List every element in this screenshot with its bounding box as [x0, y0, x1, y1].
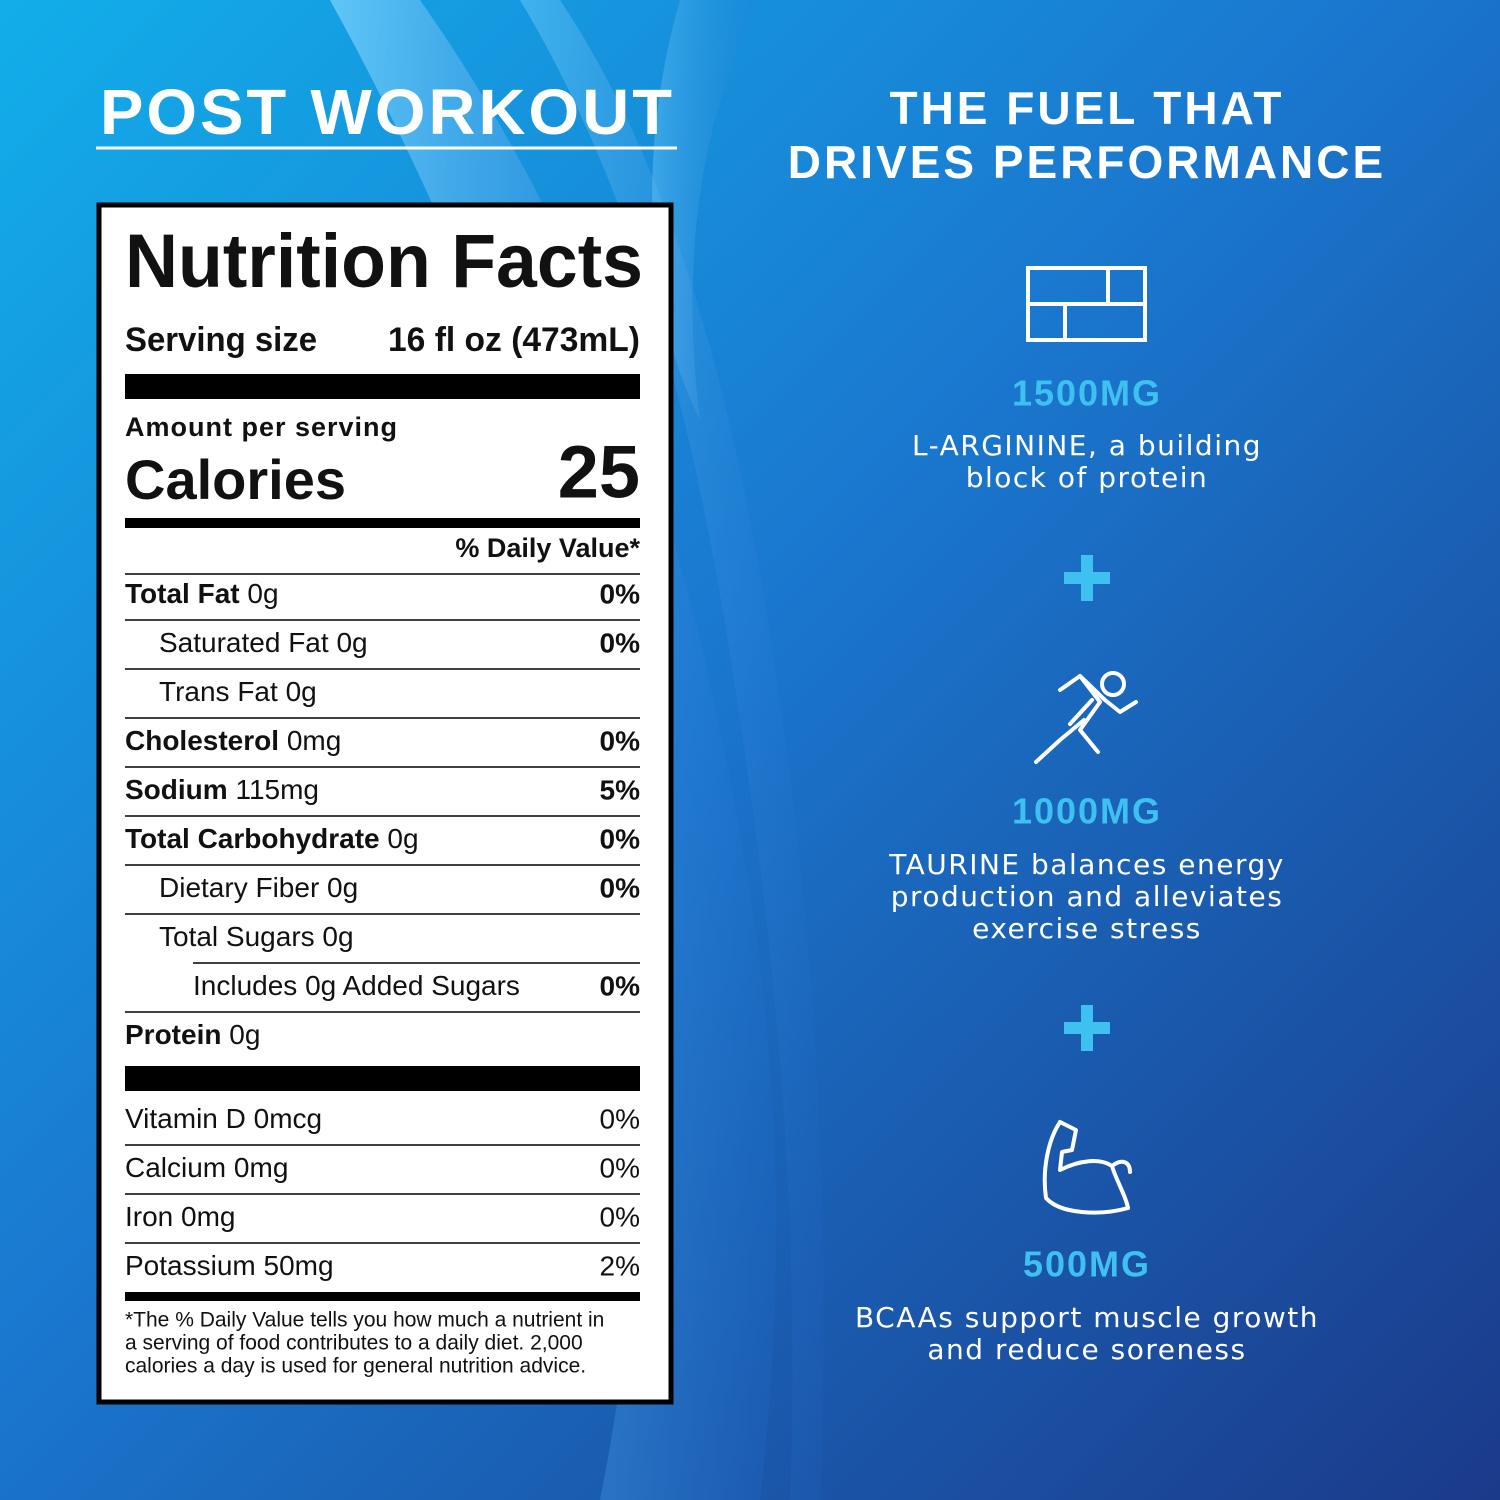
blocks-icon — [1026, 266, 1147, 342]
serving-value: 16 fl oz (473mL) — [388, 321, 640, 359]
right-title-line: DRIVES PERFORMANCE — [788, 136, 1386, 188]
thick-bar — [125, 1066, 640, 1091]
nutrient-amount: 115mg — [235, 774, 319, 805]
calories-label: Calories — [125, 448, 346, 511]
label-title: Nutrition Facts — [125, 219, 643, 304]
nutrient-amount: 0g — [229, 1019, 260, 1050]
feature-text: TAURINE balances energy — [888, 848, 1285, 881]
vitamin-name: Iron — [125, 1201, 173, 1232]
nutrient-amount: 0mg — [287, 725, 341, 756]
footnote-line: calories a day is used for general nutri… — [125, 1355, 586, 1378]
serving-label: Serving size — [125, 321, 317, 359]
amount-per-serving: Amount per serving — [125, 412, 398, 442]
daily-value: 2% — [600, 1250, 640, 1281]
calories-value: 25 — [558, 431, 640, 514]
daily-value: 0% — [600, 1201, 640, 1232]
feature-text: block of protein — [966, 461, 1209, 494]
daily-value: 0% — [600, 1152, 640, 1183]
nutrient-row: Dietary Fiber 0g — [159, 872, 358, 903]
feature-text: production and alleviates — [891, 880, 1284, 913]
vitamin-amount: 0mg — [234, 1152, 288, 1183]
nutrient-name: Protein — [125, 1019, 221, 1050]
feature-amount: 1500MG — [1012, 373, 1162, 414]
medium-bar — [125, 1292, 640, 1301]
nutrient-row: Total Carbohydrate 0g — [125, 823, 419, 854]
feature-amount: 1000MG — [1012, 791, 1162, 832]
daily-value: 0% — [600, 1103, 640, 1134]
daily-value: 0% — [600, 627, 641, 658]
daily-value: 0% — [600, 823, 641, 854]
nutrient-name: Saturated Fat — [159, 627, 329, 658]
nutrient-name: Total Sugars — [159, 921, 315, 952]
nutrient-amount: 0g — [387, 823, 418, 854]
plus-icon — [1064, 555, 1110, 1051]
feature-text: exercise stress — [972, 912, 1202, 945]
nutrient-row: Protein 0g — [125, 1019, 260, 1050]
vitamin-row: Potassium 50mg — [125, 1250, 334, 1281]
right-title-line: THE FUEL THAT — [889, 82, 1284, 134]
nutrient-row: Saturated Fat 0g — [159, 627, 368, 658]
nutrient-name: Includes 0g Added Sugars — [193, 970, 520, 1001]
feature-amount: 500MG — [1023, 1244, 1151, 1285]
post-workout-title: POST WORKOUT — [100, 76, 675, 148]
muscle-icon — [1042, 1120, 1132, 1215]
thick-bar — [125, 374, 640, 399]
feature-text: and reduce soreness — [927, 1333, 1246, 1366]
vitamin-row: Calcium 0mg — [125, 1152, 288, 1183]
vitamin-amount: 0mg — [181, 1201, 235, 1232]
medium-bar — [125, 518, 640, 528]
nutrient-name: Total Fat — [125, 578, 240, 609]
nutrient-row: Includes 0g Added Sugars — [193, 970, 520, 1001]
nutrient-row: Cholesterol 0mg — [125, 725, 341, 756]
vitamin-row: Iron 0mg — [125, 1201, 236, 1232]
nutrient-name: Dietary Fiber — [159, 872, 319, 903]
nutrient-name: Cholesterol — [125, 725, 279, 756]
vitamin-amount: 0mcg — [254, 1103, 322, 1134]
nutrient-name: Trans Fat — [159, 676, 278, 707]
nutrient-row: Trans Fat 0g — [159, 676, 317, 707]
daily-value: 5% — [600, 774, 641, 805]
vitamin-amount: 50mg — [264, 1250, 334, 1281]
nutrient-row: Total Fat 0g — [125, 578, 279, 609]
feature-text: L-ARGININE, a building — [912, 429, 1262, 462]
nutrient-amount: 0g — [286, 676, 317, 707]
nutrient-amount: 0g — [322, 921, 353, 952]
daily-value-header: % Daily Value* — [455, 533, 640, 563]
footnote-line: *The % Daily Value tells you how much a … — [125, 1309, 604, 1332]
vitamin-name: Vitamin D — [125, 1103, 246, 1134]
nutrient-row: Sodium 115mg — [125, 774, 319, 805]
daily-value: 0% — [600, 970, 641, 1001]
nutrient-name: Total Carbohydrate — [125, 823, 380, 854]
nutrition-label-box — [96, 202, 674, 1405]
vitamin-name: Potassium — [125, 1250, 256, 1281]
daily-value: 0% — [600, 578, 641, 609]
nutrient-amount: 0g — [327, 872, 358, 903]
nutrient-row: Total Sugars 0g — [159, 921, 354, 952]
feature-text: BCAAs support muscle growth — [855, 1301, 1319, 1334]
daily-value: 0% — [600, 725, 641, 756]
daily-value: 0% — [600, 872, 641, 903]
nutrient-amount: 0g — [336, 627, 367, 658]
footnote-line: a serving of food contributes to a daily… — [125, 1332, 583, 1355]
nutrient-name: Sodium — [125, 774, 228, 805]
vitamin-row: Vitamin D 0mcg — [125, 1103, 322, 1134]
vitamin-name: Calcium — [125, 1152, 226, 1183]
nutrient-amount: 0g — [247, 578, 278, 609]
runner-icon — [1034, 671, 1138, 764]
